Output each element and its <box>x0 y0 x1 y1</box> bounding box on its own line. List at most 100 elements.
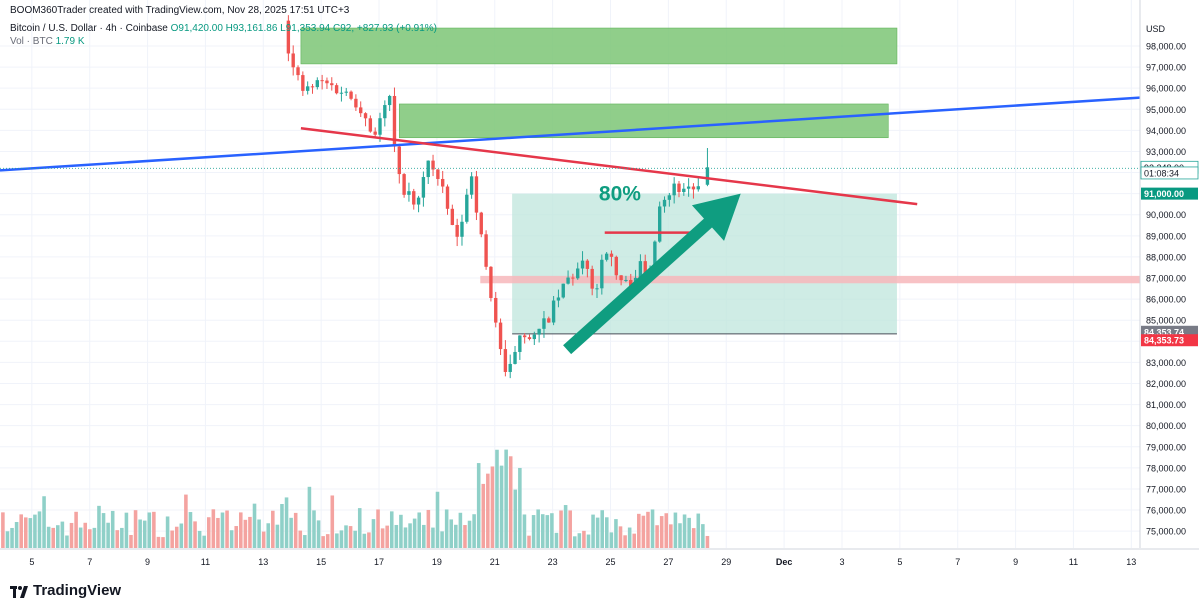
volume-bar <box>211 509 216 548</box>
volume-bar <box>266 523 271 548</box>
candle-body <box>426 160 430 178</box>
volume-bar <box>10 527 14 548</box>
volume-bar <box>664 513 669 548</box>
volume-bar <box>83 522 88 548</box>
volume-bar <box>293 512 298 548</box>
time-tick-label: 3 <box>839 557 844 567</box>
time-tick-label: 17 <box>374 557 384 567</box>
volume-bar <box>312 510 316 548</box>
volume-bar <box>252 503 257 548</box>
candle-body <box>609 253 614 257</box>
volume-bar <box>284 497 289 548</box>
candle-body <box>296 67 300 76</box>
volume-bar <box>408 523 412 548</box>
tradingview-logo-icon <box>10 585 28 598</box>
candle-body <box>301 75 305 91</box>
candle-body <box>460 221 464 237</box>
candle-body <box>556 297 561 301</box>
volume-bar <box>678 523 682 548</box>
time-tick-label: 11 <box>1069 557 1078 567</box>
volume-bar <box>691 528 696 548</box>
volume-bar <box>106 522 110 548</box>
price-tick-label: 88,000.00 <box>1146 252 1186 262</box>
volume-bars <box>1 449 710 548</box>
volume-bar <box>206 517 211 548</box>
candle-body <box>315 80 319 88</box>
volume-bar <box>422 524 426 548</box>
time-tick-label: Dec <box>776 557 793 567</box>
candle-body <box>624 279 628 281</box>
candle-body <box>542 318 546 329</box>
candle-body <box>672 183 676 196</box>
time-tick-label: 9 <box>1013 557 1018 567</box>
volume-bar <box>646 511 650 548</box>
candle-body <box>445 186 450 209</box>
volume-bar <box>179 523 184 548</box>
candle-body <box>416 197 421 205</box>
candle-body <box>450 208 455 225</box>
brand-name: TradingView <box>33 582 122 599</box>
candle-body <box>474 176 479 213</box>
volume-bar <box>577 533 582 548</box>
volume-bar <box>705 535 710 548</box>
volume-legend[interactable]: Vol · BTC 1.79 K <box>10 36 85 47</box>
trend-arrow <box>563 193 741 355</box>
volume-bar <box>559 510 563 548</box>
volume-bar <box>261 531 266 548</box>
volume-bar <box>60 521 65 548</box>
price-tick-label: 81,000.00 <box>1146 400 1186 410</box>
volume-bar <box>563 505 568 548</box>
candle-body <box>522 335 527 338</box>
price-tick-label: 85,000.00 <box>1146 316 1186 326</box>
volume-bar <box>586 534 591 548</box>
candle-body <box>349 91 353 99</box>
candle-body <box>691 186 696 190</box>
price-tick-label: 76,000.00 <box>1146 506 1186 516</box>
volume-bar <box>129 534 133 548</box>
percent-label: 80% <box>599 183 641 206</box>
volume-bar <box>495 449 499 548</box>
candle-body <box>677 183 681 193</box>
volume-bar <box>202 535 206 548</box>
candle-body <box>373 131 377 135</box>
volume-bar <box>124 512 129 548</box>
price-tick-label: 78,000.00 <box>1146 463 1186 473</box>
volume-bar <box>367 532 371 548</box>
candle-body <box>576 268 580 279</box>
volume-bar <box>536 509 540 548</box>
candle-body <box>527 337 532 340</box>
last-candle-body <box>705 167 710 185</box>
candle-body <box>431 160 435 170</box>
volume-bar <box>325 534 330 548</box>
candle-body <box>547 318 551 323</box>
candle-body <box>518 335 522 352</box>
candle-body <box>653 241 657 272</box>
volume-bar <box>92 527 97 548</box>
symbol-name: Bitcoin / U.S. Dollar · 4h · Coinbase <box>10 23 168 34</box>
price-tick-label: 94,000.00 <box>1146 126 1186 136</box>
time-tick-label: 27 <box>663 557 673 567</box>
volume-bar <box>472 514 476 548</box>
volume-bar <box>56 525 60 548</box>
candle-body <box>551 300 556 323</box>
volume-bar <box>243 519 248 548</box>
volume-bar <box>486 473 490 548</box>
volume-bar <box>522 514 527 548</box>
tradingview-logo[interactable]: TradingView <box>10 582 121 599</box>
volume-bar <box>627 527 632 548</box>
volume-bar <box>316 520 321 548</box>
volume-bar <box>417 512 421 548</box>
candle-body <box>638 261 643 278</box>
volume-bar <box>23 517 28 548</box>
time-tick-label: 29 <box>721 557 731 567</box>
volume-bar <box>669 524 673 548</box>
candle-body <box>344 91 348 93</box>
price-tick-label: 80,000.00 <box>1146 421 1186 431</box>
symbol-legend[interactable]: Bitcoin / U.S. Dollar · 4h · Coinbase O9… <box>10 23 437 34</box>
volume-bar <box>449 519 454 548</box>
volume-bar <box>499 465 504 548</box>
volume-bar <box>595 517 600 548</box>
volume-bar <box>161 537 165 548</box>
volume-bar <box>389 511 394 548</box>
